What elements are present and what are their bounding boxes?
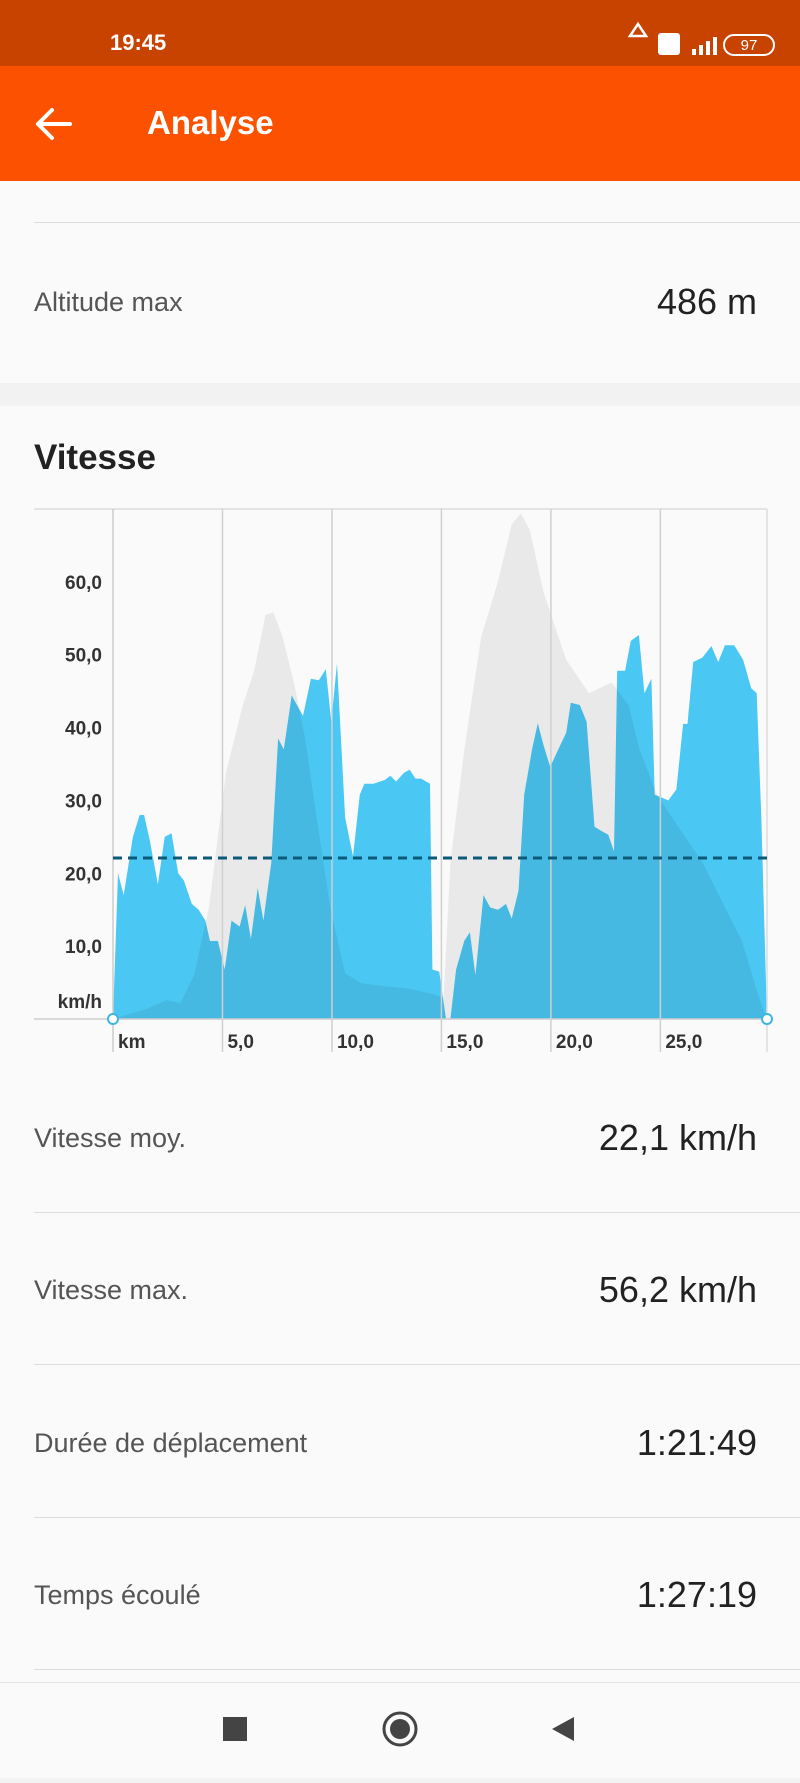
- stat-row: Vitesse max. 56,2 km/h: [34, 1259, 757, 1319]
- y-tick-label: 30,0: [65, 791, 102, 812]
- range-handle: [107, 1013, 119, 1025]
- x-tick-label: 25,0: [665, 1032, 702, 1053]
- nav-bar: [0, 1682, 800, 1778]
- y-tick-label: 40,0: [65, 719, 102, 740]
- home-button[interactable]: [382, 1711, 418, 1747]
- home-button-dot: [390, 1719, 410, 1739]
- x-axis-label: km: [118, 1032, 145, 1053]
- stat-label: Vitesse moy.: [34, 1123, 187, 1153]
- signal-icon: [692, 37, 717, 55]
- stat-value: 56,2 km/h: [598, 1269, 757, 1310]
- altitude-panel: Altitude max 486 m: [0, 181, 800, 383]
- stat-label: Durée de déplacement: [34, 1428, 308, 1458]
- y-tick-label: 20,0: [65, 864, 102, 885]
- stat-value: 486 m: [656, 281, 757, 322]
- stat-label: Temps écoulé: [34, 1580, 201, 1610]
- stat-row: Vitesse moy. 22,1 km/h: [34, 1107, 757, 1167]
- section-title: Vitesse: [34, 438, 156, 477]
- clock: 19:45: [110, 30, 167, 55]
- battery-icon: [723, 34, 775, 56]
- stat-value: 1:27:19: [636, 1574, 757, 1615]
- speed-panel: [0, 406, 800, 1682]
- mute-icon: [627, 21, 649, 38]
- divider: [34, 1517, 800, 1518]
- app-title: Analyse: [147, 104, 274, 141]
- stat-label: Vitesse max.: [34, 1275, 189, 1305]
- stat-value: 1:21:49: [636, 1422, 757, 1463]
- range-handle: [761, 1013, 773, 1025]
- stat-row: Altitude max 486 m: [34, 271, 757, 331]
- battery-level: 97: [741, 37, 758, 54]
- divider: [34, 222, 800, 223]
- y-tick-label: 10,0: [65, 937, 102, 958]
- status-bar: 19:45 97: [0, 0, 800, 66]
- divider: [34, 1212, 800, 1213]
- x-tick-label: 5,0: [227, 1032, 253, 1053]
- x-tick-label: 20,0: [556, 1032, 593, 1053]
- recents-button[interactable]: [223, 1717, 247, 1741]
- divider: [34, 1364, 800, 1365]
- stat-value: 22,1 km/h: [598, 1117, 757, 1158]
- x-tick-label: 10,0: [337, 1032, 374, 1053]
- status-icons: 97: [627, 21, 775, 56]
- volte-icon: [658, 33, 680, 55]
- stat-row: Durée de déplacement 1:21:49: [34, 1412, 757, 1472]
- divider: [34, 1669, 800, 1670]
- app-bar: Analyse: [0, 66, 800, 181]
- nav-icons: [223, 1711, 574, 1747]
- speed-chart: 5,0 10,0 15,0 20,0 25,0 10,0 20,0 30,0 40,0 50,0 6…: [34, 508, 773, 1053]
- x-tick-label: 15,0: [446, 1032, 483, 1053]
- stat-row: Temps écoulé 1:27:19: [34, 1564, 757, 1624]
- back-nav-button[interactable]: [552, 1717, 574, 1741]
- area: [113, 635, 767, 1019]
- y-tick-label: 50,0: [65, 646, 102, 667]
- back-button[interactable]: [28, 94, 88, 154]
- y-tick-label: 60,0: [65, 573, 102, 594]
- y-axis-label: km/h: [58, 992, 102, 1013]
- stat-label: Altitude max: [34, 287, 183, 317]
